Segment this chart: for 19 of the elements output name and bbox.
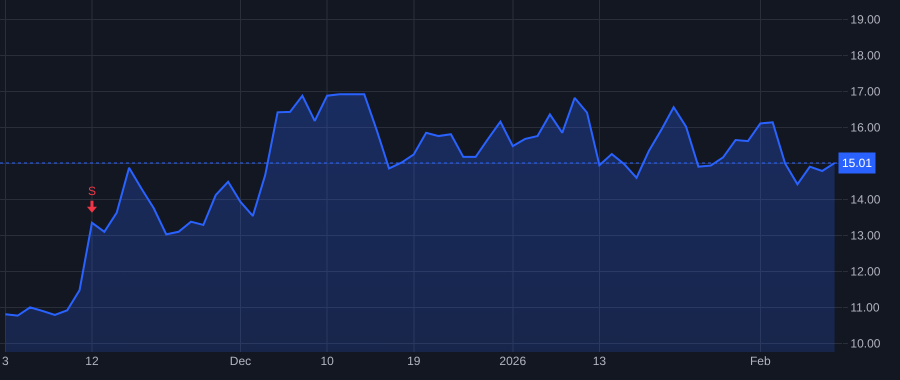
y-tick-label: 11.00: [850, 300, 880, 315]
x-tick-label: Dec: [230, 354, 252, 368]
ref-line-label: 15.01: [842, 156, 872, 170]
x-tick-label: Feb: [750, 354, 771, 368]
x-tick-label: 2026: [499, 354, 526, 368]
x-tick-label: 3: [2, 354, 9, 368]
x-tick-label: 13: [592, 354, 606, 368]
y-tick-label: 13.00: [850, 228, 881, 243]
y-tick-label: 10.00: [850, 336, 881, 351]
x-tick-label: 12: [85, 354, 99, 368]
x-tick-label: 19: [407, 354, 421, 368]
y-tick-label: 18.00: [850, 48, 881, 63]
y-tick-label: 12.00: [850, 264, 881, 279]
annotation: S: [88, 184, 96, 198]
y-tick-label: 16.00: [850, 120, 881, 135]
y-tick-label: 17.00: [850, 84, 881, 99]
x-tick-label: 10: [320, 354, 334, 368]
y-tick-label: 19.00: [850, 12, 881, 27]
y-tick-label: 14.00: [850, 192, 881, 207]
